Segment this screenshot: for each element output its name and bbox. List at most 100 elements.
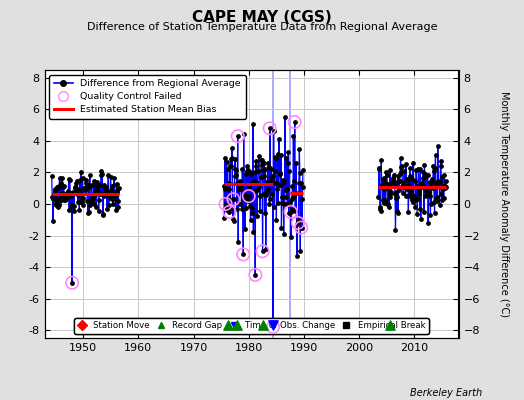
Point [59,184,67,190]
Point [90,177,98,184]
Point [261,246,270,252]
Point [377,208,385,214]
Point [110,175,118,181]
Point [385,190,394,197]
Point [430,168,438,174]
Point [105,202,113,208]
Point [93,186,102,192]
Point [426,192,434,199]
Point [287,206,296,212]
Point [98,171,106,177]
Point [105,195,114,201]
Point [375,165,383,171]
Point [70,208,78,214]
Point [224,194,232,200]
Point [295,146,303,152]
Point [225,186,233,192]
Point [231,156,239,162]
Point [297,180,305,187]
Point [270,180,279,187]
Point [68,280,76,286]
Point [227,155,236,162]
Point [410,198,419,204]
Point [292,160,300,166]
Point [382,185,390,192]
Point [103,188,112,195]
Point [88,199,96,206]
Point [254,168,263,174]
Point [54,202,63,208]
Point [383,172,391,178]
Point [85,209,93,216]
Point [73,189,81,196]
Point [294,218,303,224]
Point [72,185,80,192]
Point [113,187,121,194]
Point [430,210,439,216]
Point [235,183,243,189]
Point [266,196,275,202]
Point [96,191,105,198]
Point [287,209,295,215]
Point [266,125,274,132]
Point [420,208,428,215]
Point [81,187,90,193]
Point [96,190,104,196]
Point [293,252,301,259]
Point [279,231,288,237]
Point [420,162,429,168]
Point [433,198,441,204]
Point [223,206,231,213]
Point [272,186,281,192]
Point [397,168,406,175]
Point [94,207,103,214]
Point [400,184,409,190]
Point [104,172,113,178]
Point [80,185,88,192]
Point [253,187,261,193]
Point [109,193,117,200]
Point [440,172,449,178]
Point [407,194,416,200]
Point [79,174,87,181]
Point [85,182,94,188]
Point [51,186,60,193]
Point [49,218,57,224]
Point [245,193,253,199]
Point [385,204,393,210]
Point [54,204,62,210]
Point [86,198,95,204]
Point [236,178,245,184]
Point [240,194,248,200]
Point [421,193,429,199]
Point [234,239,243,246]
Point [421,171,430,177]
Point [86,202,94,208]
Point [409,159,417,166]
Point [404,209,412,216]
Point [226,162,234,169]
Point [377,157,386,164]
Point [375,166,384,172]
Point [235,201,244,208]
Point [257,157,265,164]
Point [102,184,110,190]
Point [410,193,418,199]
Point [424,189,433,195]
Point [441,184,450,191]
Point [399,190,408,197]
Point [56,174,64,181]
Point [245,193,253,199]
Point [276,182,285,188]
Point [101,185,109,191]
Point [239,130,248,137]
Point [69,189,78,196]
Point [251,272,259,278]
Point [395,178,403,184]
Point [414,184,422,191]
Point [376,206,384,213]
Point [71,180,80,186]
Point [76,199,84,205]
Point [265,201,274,208]
Point [233,322,241,328]
